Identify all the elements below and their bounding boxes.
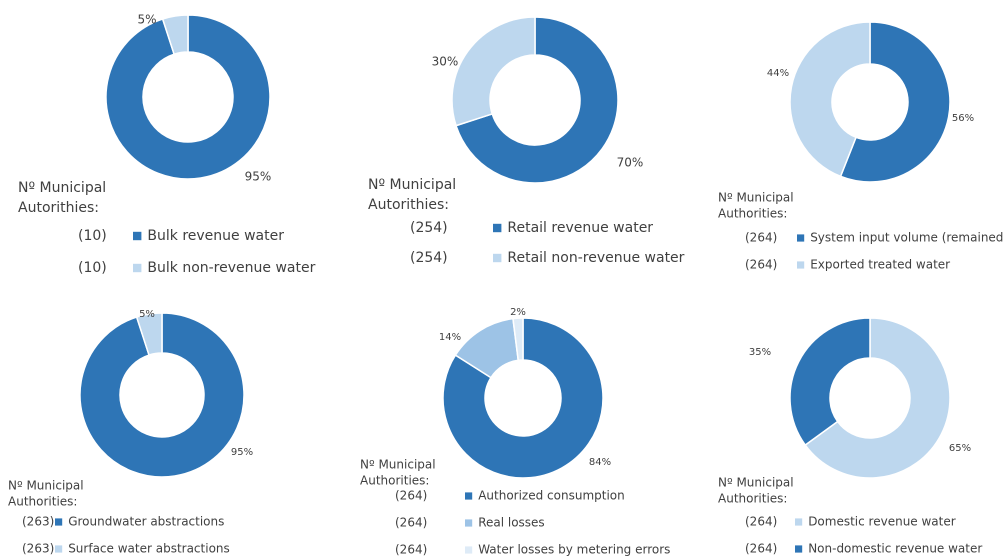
legend-swatch bbox=[797, 261, 805, 269]
legend-count: (10) bbox=[78, 260, 107, 276]
data-label: 30% bbox=[432, 55, 459, 69]
legend-count: (254) bbox=[410, 220, 448, 236]
legend-count: (263) bbox=[22, 515, 54, 529]
donut-slice bbox=[512, 317, 524, 362]
data-label: 14% bbox=[439, 332, 461, 343]
legend-count: (264) bbox=[745, 231, 777, 245]
legend-count: (254) bbox=[410, 250, 448, 266]
legend-title: Autorithies: bbox=[18, 200, 99, 216]
legend-count: (264) bbox=[745, 542, 777, 556]
legend-swatch bbox=[493, 223, 502, 233]
legend-swatch bbox=[133, 263, 142, 273]
legend-label: Real losses bbox=[478, 516, 545, 530]
data-label: 5% bbox=[139, 309, 155, 320]
legend-title: Nº Municipal bbox=[718, 476, 794, 490]
donut-slice bbox=[105, 14, 271, 180]
legend-label: Groundwater abstractions bbox=[68, 515, 224, 529]
legend-count: (264) bbox=[745, 258, 777, 272]
data-label: 44% bbox=[767, 68, 789, 79]
donut-slice bbox=[804, 317, 951, 479]
data-label: 70% bbox=[617, 156, 644, 170]
donut-slice bbox=[839, 21, 951, 183]
legend-label: Bulk non-revenue water bbox=[147, 260, 315, 276]
legend-count: (264) bbox=[395, 543, 427, 557]
data-label: 56% bbox=[952, 113, 974, 124]
legend-title: Authorities: bbox=[718, 207, 787, 221]
legend-label: System input volume (remained) bbox=[810, 231, 1003, 245]
legend-swatch bbox=[55, 545, 63, 553]
legend-label: Surface water abstractions bbox=[68, 542, 230, 556]
legend-title: Authorities: bbox=[360, 474, 429, 488]
legend-label: Water losses by metering errors bbox=[478, 543, 670, 557]
legend-count: (10) bbox=[78, 228, 107, 244]
legend-label: Authorized consumption bbox=[478, 489, 625, 503]
data-label: 2% bbox=[510, 307, 526, 318]
donut-slice bbox=[789, 21, 871, 178]
legend-swatch bbox=[797, 234, 805, 242]
legend-swatch bbox=[465, 492, 473, 500]
legend-count: (264) bbox=[395, 516, 427, 530]
legend-title: Authorities: bbox=[8, 495, 77, 509]
legend-title: Nº Municipal bbox=[360, 458, 436, 472]
legend-title: Nº Municipal bbox=[18, 180, 106, 196]
data-label: 95% bbox=[245, 170, 272, 184]
data-label: 35% bbox=[749, 347, 771, 358]
legend-title: Nº Municipal bbox=[8, 479, 84, 493]
legend-swatch bbox=[795, 518, 803, 526]
legend-label: Domestic revenue water bbox=[808, 515, 956, 529]
donut-slice bbox=[451, 16, 536, 127]
donut-slice bbox=[789, 317, 871, 447]
data-label: 95% bbox=[231, 447, 253, 458]
donut-slice bbox=[455, 16, 619, 184]
data-label: 5% bbox=[137, 13, 156, 27]
legend-label: Bulk revenue water bbox=[147, 228, 284, 244]
legend-swatch bbox=[493, 253, 502, 263]
legend-title: Nº Municipal bbox=[718, 191, 794, 205]
legend-title: Nº Municipal bbox=[368, 177, 456, 193]
data-label: 65% bbox=[949, 443, 971, 454]
data-label: 84% bbox=[589, 457, 611, 468]
legend-label: Non-domestic revenue water bbox=[808, 542, 982, 556]
legend-swatch bbox=[795, 545, 803, 553]
legend-label: Retail revenue water bbox=[507, 220, 653, 236]
legend-count: (264) bbox=[395, 489, 427, 503]
legend-count: (263) bbox=[22, 542, 54, 556]
legend-label: Retail non-revenue water bbox=[507, 250, 684, 266]
donut-slice bbox=[79, 312, 245, 478]
legend-swatch bbox=[133, 231, 142, 241]
legend-title: Autorithies: bbox=[368, 197, 449, 213]
legend-swatch bbox=[55, 518, 63, 526]
donut-slice bbox=[135, 312, 163, 357]
legend-count: (264) bbox=[745, 515, 777, 529]
legend-swatch bbox=[465, 546, 473, 554]
legend-swatch bbox=[465, 519, 473, 527]
donut-slice bbox=[161, 14, 189, 56]
legend-title: Authorities: bbox=[718, 492, 787, 506]
donut-slice bbox=[442, 317, 604, 479]
legend-label: Exported treated water bbox=[810, 258, 950, 272]
